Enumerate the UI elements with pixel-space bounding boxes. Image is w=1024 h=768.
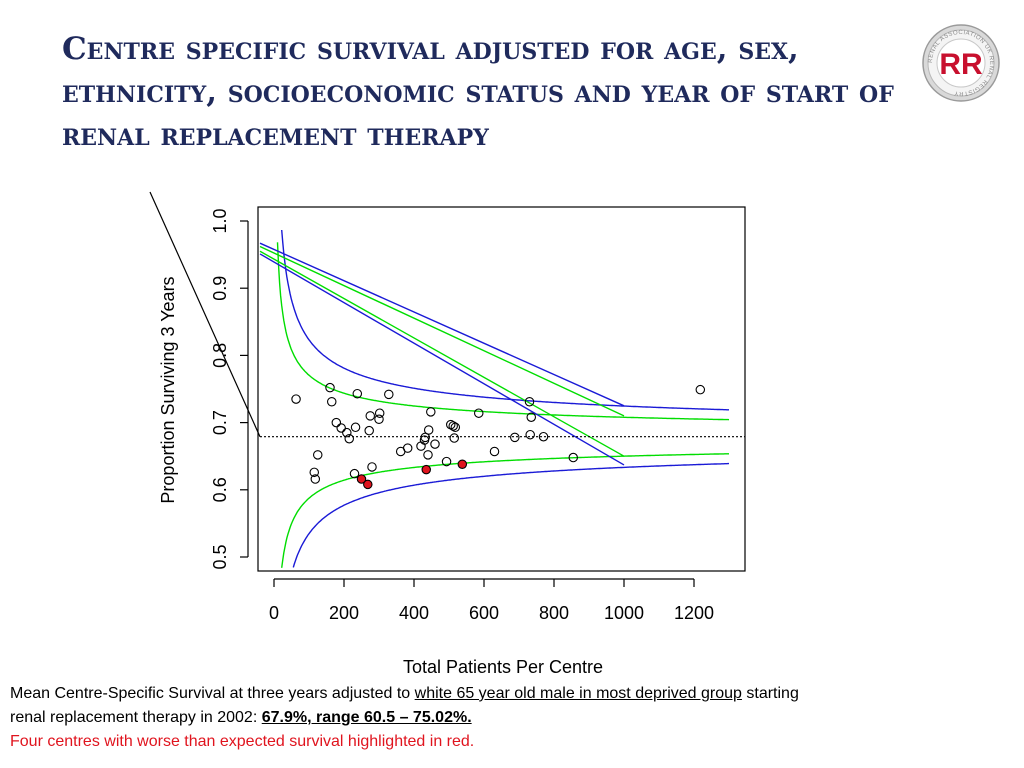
caption-line-1: Mean Centre-Specific Survival at three y… [10, 685, 799, 702]
slide-title: Centre specific survival adjusted for ag… [62, 31, 894, 153]
y-axis-label: Proportion Surviving 3 Years [158, 276, 178, 503]
highlighted-centre-point-1 [356, 474, 367, 484]
outer-upper-limit [281, 229, 729, 411]
inner-lower-straight-line [259, 250, 625, 457]
centre-point-21 [402, 443, 413, 453]
centre-point-32 [449, 433, 459, 443]
centre-point-40 [538, 431, 549, 442]
x-tick-label-0: 0 [269, 603, 279, 623]
centre-point-41 [568, 452, 578, 463]
y-tick-label-0.9: 0.9 [210, 276, 230, 301]
centre-point-13 [352, 388, 363, 399]
centre-point-1 [291, 394, 301, 404]
y-tick-label-0.8: 0.8 [210, 343, 230, 368]
centre-point-9 [342, 427, 352, 438]
outer-lower-straight-line [259, 253, 625, 466]
centre-point-38 [525, 429, 535, 440]
centre-point-2 [309, 467, 319, 478]
outer-lower-limit [292, 462, 729, 568]
decorative-diagonal-line [149, 191, 261, 437]
chart-caption: Mean Centre-Specific Survival at three y… [10, 682, 1015, 754]
centre-point-26 [423, 425, 434, 435]
centre-point-28 [430, 439, 440, 449]
centre-point-42 [695, 384, 706, 395]
centre-point-15 [365, 411, 375, 421]
y-tick-label-0.5: 0.5 [210, 544, 230, 569]
y-tick-label-1: 1.0 [210, 208, 230, 233]
centre-point-17 [374, 414, 384, 424]
centre-point-18 [374, 408, 385, 418]
highlighted-centre-point-2 [363, 479, 373, 490]
centre-point-5 [325, 382, 335, 393]
reference-group: white 65 year old male in most deprived … [414, 685, 742, 702]
centre-point-30 [445, 419, 456, 430]
centre-point-27 [426, 407, 436, 417]
centre-point-10 [344, 433, 354, 444]
caption-highlight-note: Four centres with worse than expected su… [10, 733, 475, 750]
centre-point-36 [510, 432, 520, 443]
plot-frame [257, 206, 746, 572]
centre-point-37 [524, 397, 535, 407]
centre-point-6 [326, 397, 337, 407]
y-tick-label-0.7: 0.7 [210, 410, 230, 435]
caption-line-2: renal replacement therapy in 2002: 67.9%… [10, 709, 472, 726]
centre-point-31 [448, 421, 458, 431]
centre-point-34 [473, 408, 484, 418]
x-tick-label-600: 600 [469, 603, 499, 623]
centre-point-16 [367, 462, 377, 472]
x-tick-label-1000: 1000 [604, 603, 644, 623]
outer-upper-straight-line [259, 242, 625, 407]
centre-point-12 [350, 422, 361, 433]
logo-letters: RR [939, 48, 983, 81]
renal-registry-logo: RENAL ASSOCIATION UK RENAL REGISTRY RR [922, 24, 1000, 102]
centre-point-33 [450, 422, 461, 433]
centre-point-11 [349, 468, 360, 479]
inner-lower-limit [281, 453, 729, 568]
x-tick-label-400: 400 [399, 603, 429, 623]
centre-point-39 [526, 412, 536, 422]
centre-point-35 [489, 446, 500, 457]
centre-point-3 [310, 474, 321, 484]
x-tick-label-200: 200 [329, 603, 359, 623]
centre-point-7 [331, 417, 342, 428]
mean-survival-value: 67.9%, range 60.5 – 75.02%. [261, 709, 472, 726]
x-tick-label-800: 800 [539, 603, 569, 623]
centre-point-4 [312, 450, 323, 460]
highlighted-centre-point-4 [457, 459, 468, 470]
centre-point-19 [384, 389, 394, 400]
inner-upper-limit [276, 242, 730, 421]
centre-point-29 [441, 456, 452, 467]
centre-point-8 [336, 423, 346, 433]
x-tick-label-1200: 1200 [674, 603, 714, 623]
x-axis-label: Total Patients Per Centre [403, 657, 603, 677]
inner-upper-straight-line [259, 245, 625, 417]
highlighted-centre-point-3 [421, 464, 431, 475]
y-tick-label-0.6: 0.6 [210, 477, 230, 502]
centre-point-14 [364, 425, 374, 436]
centre-point-25 [423, 450, 433, 460]
